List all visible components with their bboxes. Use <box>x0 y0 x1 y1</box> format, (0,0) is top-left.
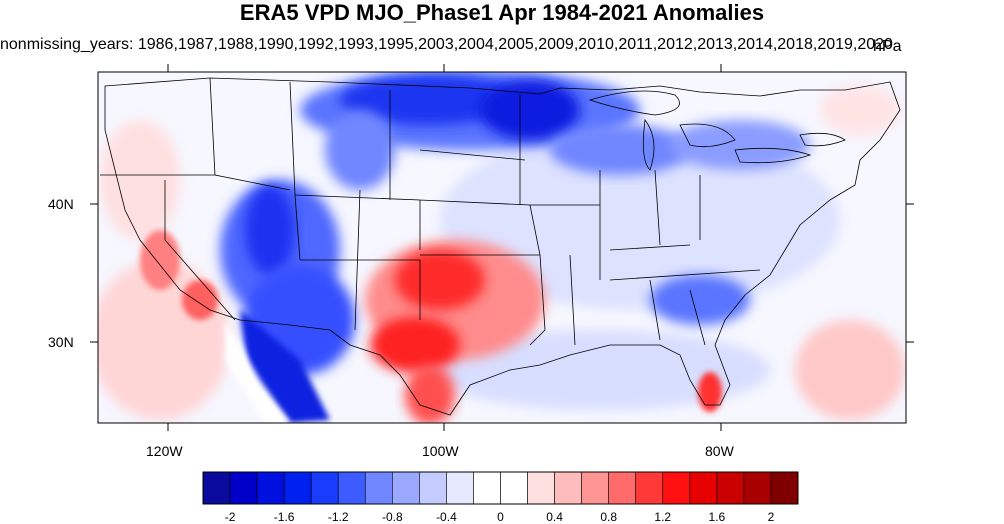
chart-title: ERA5 VPD MJO_Phase1 Apr 1984-2021 Anomal… <box>239 0 765 25</box>
colorbar-cell <box>337 471 366 505</box>
colorbar-cell <box>310 471 339 505</box>
colorbar-cell <box>500 471 528 505</box>
colorbar-cell <box>202 471 231 505</box>
us-boundaries <box>100 77 901 416</box>
colorbar-label: -1.2 <box>327 510 349 524</box>
units-label: hPa <box>873 38 902 55</box>
colorbar-cell <box>446 471 474 505</box>
anomaly-field <box>98 72 906 423</box>
colorbar-cell <box>608 471 637 505</box>
colorbar-cell <box>283 471 312 505</box>
colorbar-label: 0.4 <box>546 510 563 524</box>
colorbar-cell <box>419 471 447 505</box>
us-outline <box>104 77 901 416</box>
lat-tick-40n: 40N <box>48 196 74 212</box>
colorbar-cell <box>229 471 258 505</box>
colorbar-cell <box>581 471 609 505</box>
colorbar-cell <box>635 471 664 505</box>
colorbar-cell <box>473 471 501 505</box>
lon-tick-120w: 120W <box>146 443 183 459</box>
colorbar-cell <box>716 471 745 505</box>
colorbar-cell <box>392 471 420 505</box>
colorbar-label: -1.6 <box>273 510 295 524</box>
colorbar-cell <box>256 471 285 505</box>
colorbar-label: 0.8 <box>600 510 618 524</box>
colorbar-label: -0.8 <box>381 510 403 524</box>
colorbar-label: 0 <box>497 510 504 524</box>
colorbar <box>202 471 799 505</box>
colorbar-cell <box>364 471 393 505</box>
colorbar-cell <box>554 471 582 505</box>
colorbar-label: 2 <box>767 510 775 524</box>
colorbar-label: 1.6 <box>708 510 726 524</box>
colorbar-cell <box>527 471 555 505</box>
great-lakes <box>588 90 846 171</box>
colorbar-cell <box>770 471 799 505</box>
lon-tick-80w: 80W <box>705 443 734 459</box>
state-lines <box>100 77 761 346</box>
lat-tick-30n: 30N <box>48 334 74 350</box>
colorbar-label: -0.4 <box>436 510 457 524</box>
colorbar-label: -2 <box>224 510 236 524</box>
colorbar-cell <box>662 471 691 505</box>
axis-ticks <box>90 64 914 431</box>
nonmissing-years-subtitle: nonmissing_years: 1986,1987,1988,1990,19… <box>0 36 893 53</box>
colorbar-cell <box>689 471 718 505</box>
plot-frame <box>97 71 907 424</box>
lon-tick-100w: 100W <box>422 443 459 459</box>
colorbar-label: 1.2 <box>654 510 672 524</box>
colorbar-cell <box>743 471 772 505</box>
